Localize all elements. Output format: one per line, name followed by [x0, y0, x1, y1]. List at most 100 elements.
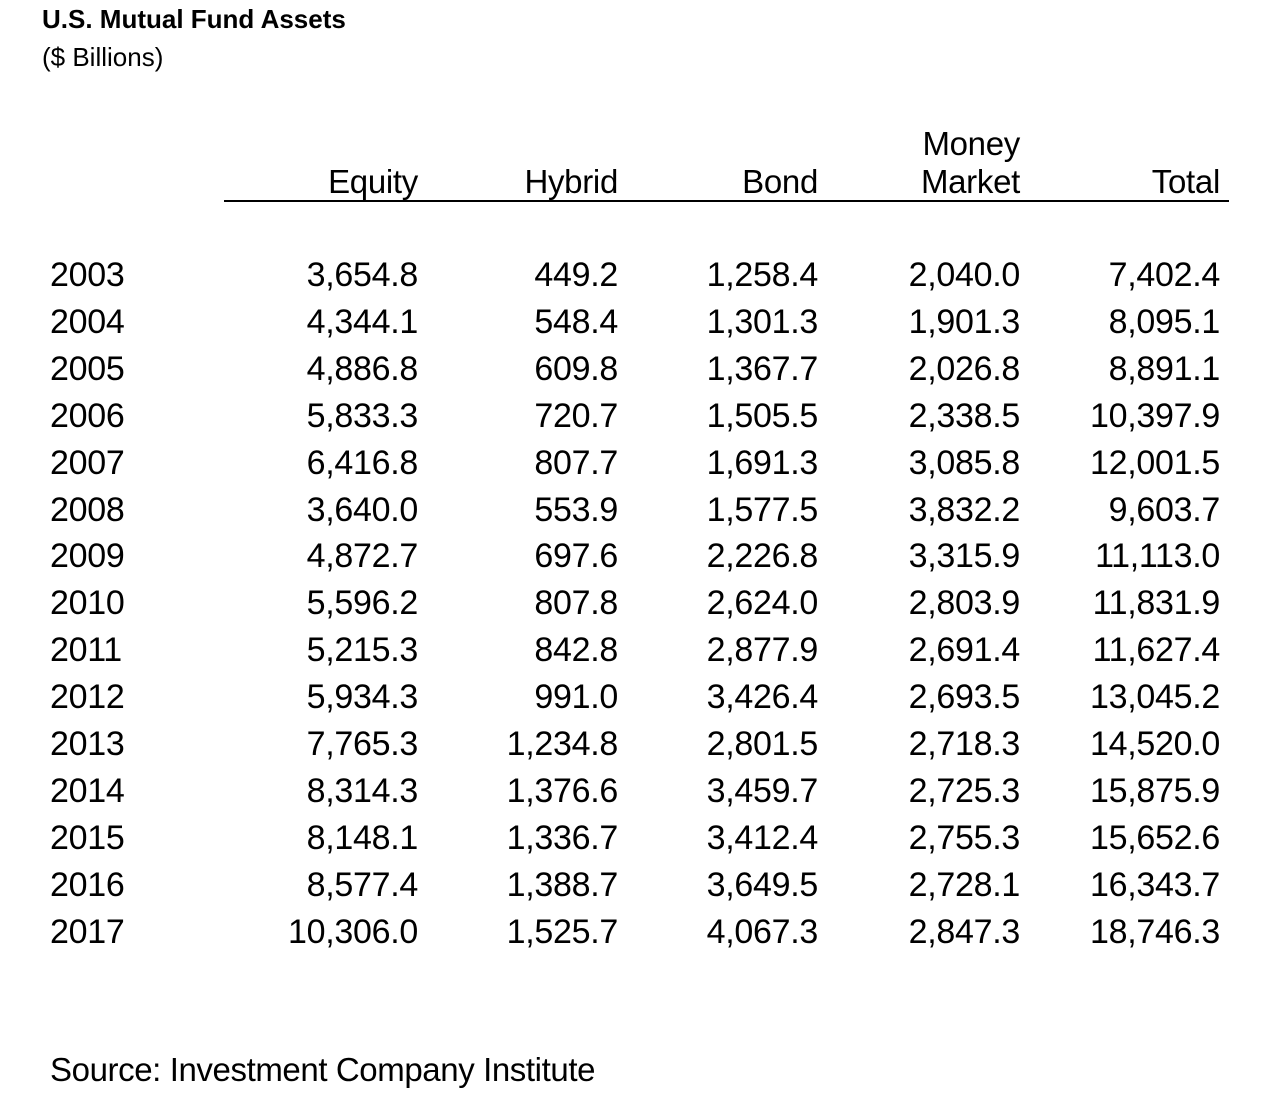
cell-equity: 5,833.3: [306, 396, 419, 435]
cell-hybrid: 548.4: [534, 302, 618, 341]
column-header-money-market: Market: [920, 163, 1020, 200]
row-year: 2017: [50, 912, 125, 951]
cell-money-market: 2,040.0: [908, 256, 1021, 294]
cell-hybrid: 1,525.7: [506, 912, 619, 951]
cell-total: 11,627.4: [1092, 631, 1221, 670]
cell-money-market: 3,315.9: [908, 537, 1021, 576]
cell-total: 16,343.7: [1090, 865, 1220, 904]
cell-hybrid: 807.8: [534, 584, 618, 623]
row-year: 2015: [50, 818, 125, 857]
cell-hybrid: 1,336.7: [506, 818, 619, 857]
table-title: U.S. Mutual Fund Assets: [42, 4, 346, 34]
cell-money-market: 2,026.8: [908, 349, 1021, 388]
cell-equity: 5,596.2: [306, 584, 419, 623]
cell-hybrid: 697.6: [534, 537, 618, 576]
cell-hybrid: 1,388.7: [506, 865, 619, 904]
cell-total: 12,001.5: [1090, 443, 1220, 482]
cell-hybrid: 449.2: [534, 256, 618, 294]
table-subtitle: ($ Billions): [42, 42, 164, 72]
cell-money-market: 3,085.8: [908, 443, 1021, 482]
cell-money-market: 2,755.3: [908, 818, 1021, 857]
row-year: 2009: [50, 537, 125, 576]
cell-bond: 1,301.3: [706, 302, 819, 341]
cell-total: 15,875.9: [1090, 771, 1220, 810]
cell-total: 18,746.3: [1090, 912, 1220, 951]
cell-hybrid: 1,234.8: [506, 725, 619, 763]
cell-total: 8,891.1: [1108, 349, 1221, 388]
cell-total: 11,113.0: [1095, 537, 1220, 576]
header-rule: [224, 200, 1229, 202]
row-year: 2012: [50, 678, 125, 717]
row-year: 2005: [50, 349, 125, 388]
row-year: 2007: [50, 443, 125, 482]
column-header-total: Total: [1151, 163, 1221, 200]
cell-equity: 5,934.3: [306, 678, 419, 717]
cell-bond: 3,426.4: [706, 678, 819, 717]
column-header-equity: Equity: [328, 163, 418, 200]
cell-equity: 3,640.0: [306, 490, 419, 529]
cell-hybrid: 991.0: [534, 678, 618, 717]
cell-bond: 4,067.3: [706, 912, 819, 951]
cell-money-market: 2,691.4: [908, 631, 1021, 670]
cell-bond: 1,505.5: [706, 396, 819, 435]
cell-money-market: 3,832.2: [908, 490, 1021, 529]
cell-equity: 3,654.8: [306, 256, 419, 294]
row-year: 2013: [50, 725, 125, 763]
cell-total: 10,397.9: [1090, 396, 1220, 435]
cell-hybrid: 720.7: [534, 396, 618, 435]
cell-bond: 3,412.4: [706, 818, 819, 857]
cell-equity: 8,148.1: [306, 818, 419, 857]
cell-total: 7,402.4: [1108, 256, 1221, 294]
row-year: 2003: [50, 256, 125, 294]
cell-money-market: 2,693.5: [908, 678, 1021, 717]
source-note: Source: Investment Company Institute: [50, 1051, 596, 1088]
cell-bond: 1,691.3: [706, 443, 819, 482]
cell-bond: 2,877.9: [706, 631, 819, 670]
cell-equity: 7,765.3: [306, 725, 419, 763]
row-year: 2010: [50, 584, 125, 623]
cell-hybrid: 842.8: [534, 631, 618, 670]
row-year: 2014: [50, 771, 125, 810]
cell-equity: 4,886.8: [306, 349, 419, 388]
cell-bond: 2,226.8: [706, 537, 819, 576]
cell-total: 14,520.0: [1090, 725, 1220, 763]
cell-equity: 4,344.1: [306, 302, 419, 341]
row-year: 2008: [50, 490, 125, 529]
cell-bond: 1,367.7: [706, 349, 819, 388]
cell-equity: 8,577.4: [306, 865, 419, 904]
cell-money-market: 2,728.1: [908, 865, 1021, 904]
cell-hybrid: 1,376.6: [506, 771, 619, 810]
cell-bond: 2,624.0: [706, 584, 819, 623]
cell-money-market: 2,718.3: [908, 725, 1021, 763]
cell-bond: 3,459.7: [706, 771, 819, 810]
row-year: 2011: [50, 631, 122, 670]
cell-equity: 6,416.8: [306, 443, 419, 482]
cell-hybrid: 553.9: [534, 490, 618, 529]
cell-total: 15,652.6: [1090, 818, 1220, 857]
cell-money-market: 2,338.5: [908, 396, 1021, 435]
row-year: 2016: [50, 865, 125, 904]
cell-money-market: 2,803.9: [908, 584, 1021, 623]
row-year: 2004: [50, 302, 125, 341]
cell-equity: 8,314.3: [306, 771, 419, 810]
cell-total: 11,831.9: [1092, 584, 1221, 623]
column-header-hybrid: Hybrid: [524, 163, 618, 200]
cell-money-market: 2,725.3: [908, 771, 1021, 810]
column-header-bond: Bond: [742, 163, 818, 200]
cell-total: 9,603.7: [1108, 490, 1221, 529]
cell-hybrid: 807.7: [534, 443, 618, 482]
column-header-money-market: Money: [922, 125, 1020, 162]
cell-money-market: 2,847.3: [908, 912, 1021, 951]
cell-equity: 5,215.3: [306, 631, 419, 670]
cell-hybrid: 609.8: [534, 349, 618, 388]
cell-equity: 4,872.7: [306, 537, 419, 576]
cell-bond: 1,258.4: [706, 256, 819, 294]
row-year: 2006: [50, 396, 125, 435]
cell-money-market: 1,901.3: [908, 302, 1021, 341]
cell-bond: 3,649.5: [706, 865, 819, 904]
cell-bond: 2,801.5: [706, 725, 819, 763]
cell-total: 8,095.1: [1108, 302, 1221, 341]
cell-bond: 1,577.5: [706, 490, 819, 529]
cell-total: 13,045.2: [1090, 678, 1220, 717]
cell-equity: 10,306.0: [288, 912, 418, 951]
